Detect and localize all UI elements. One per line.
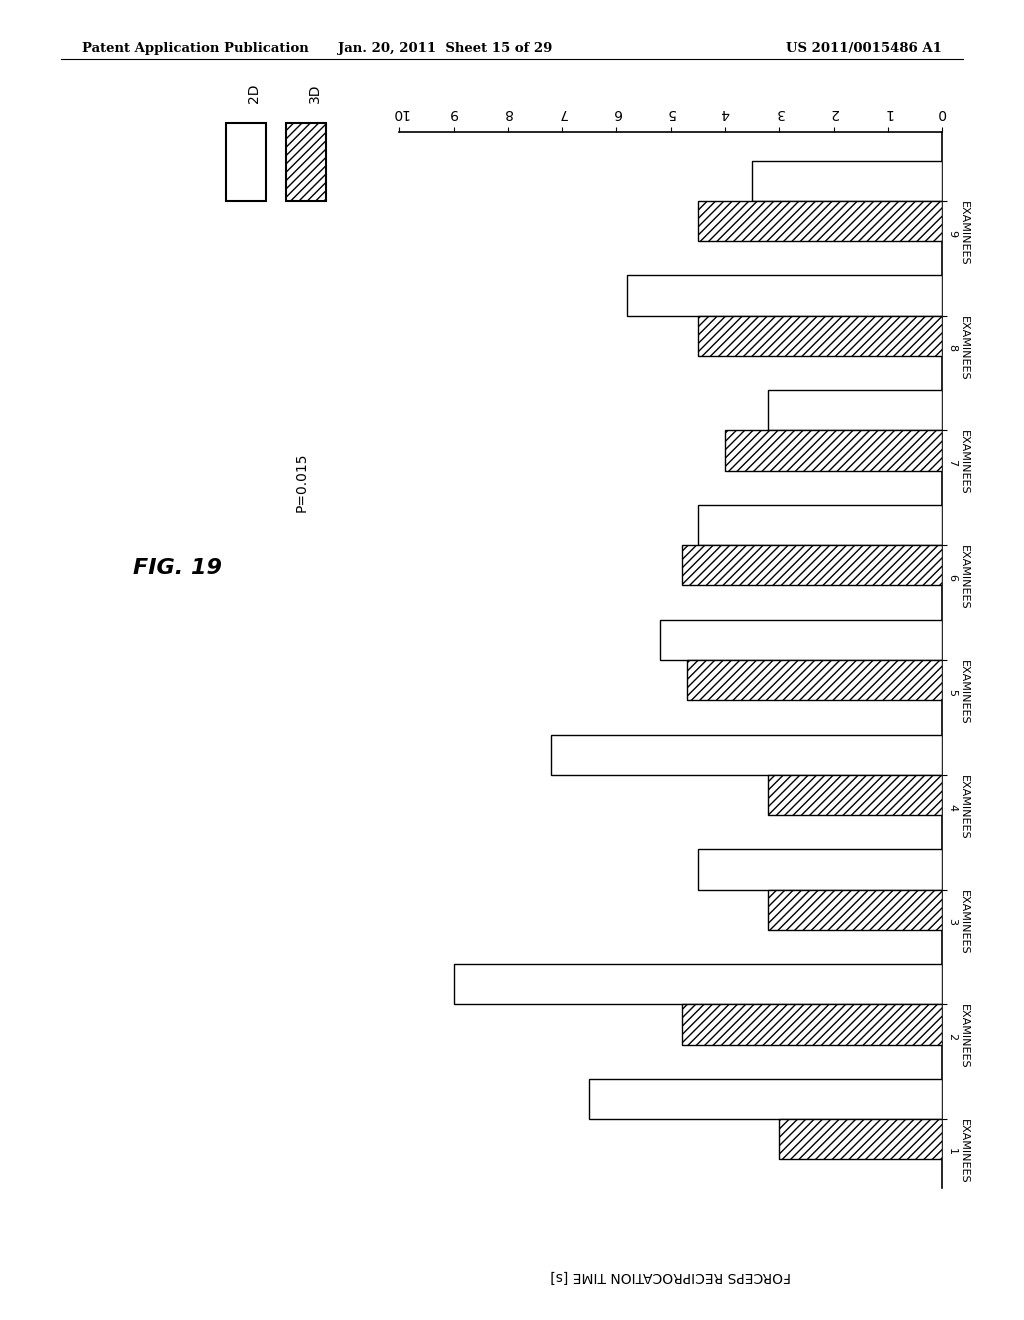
FancyBboxPatch shape bbox=[226, 123, 266, 201]
Bar bbox=[768, 775, 942, 814]
Bar bbox=[768, 391, 942, 430]
Bar bbox=[779, 1119, 942, 1159]
Bar bbox=[698, 315, 942, 356]
Bar bbox=[725, 430, 942, 471]
Bar bbox=[628, 276, 942, 315]
Text: Patent Application Publication: Patent Application Publication bbox=[82, 42, 308, 55]
Bar bbox=[659, 620, 942, 660]
Bar bbox=[682, 1005, 942, 1044]
Text: FIG. 19: FIG. 19 bbox=[133, 557, 222, 578]
Bar bbox=[454, 964, 942, 1005]
Bar bbox=[682, 545, 942, 585]
Bar bbox=[698, 849, 942, 890]
Bar bbox=[687, 660, 942, 700]
Bar bbox=[768, 890, 942, 929]
Text: FORCEPS RECIPROCATION TIME [s]: FORCEPS RECIPROCATION TIME [s] bbox=[550, 1269, 792, 1283]
Text: 3D: 3D bbox=[308, 83, 323, 103]
Text: P=0.015: P=0.015 bbox=[295, 451, 309, 512]
FancyBboxPatch shape bbox=[286, 123, 326, 201]
Bar bbox=[698, 506, 942, 545]
Bar bbox=[551, 735, 942, 775]
Bar bbox=[590, 1078, 942, 1119]
Text: 2D: 2D bbox=[247, 83, 261, 103]
Text: Jan. 20, 2011  Sheet 15 of 29: Jan. 20, 2011 Sheet 15 of 29 bbox=[338, 42, 553, 55]
Bar bbox=[752, 161, 942, 201]
Text: US 2011/0015486 A1: US 2011/0015486 A1 bbox=[786, 42, 942, 55]
Bar bbox=[698, 201, 942, 242]
